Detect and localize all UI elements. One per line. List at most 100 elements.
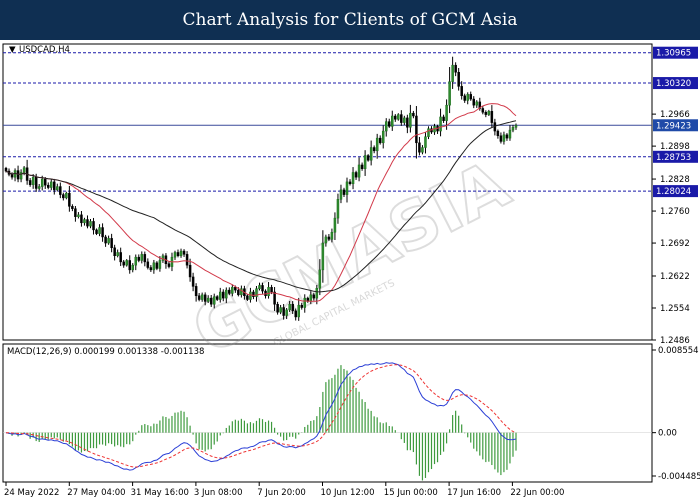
candle — [225, 287, 228, 304]
x-tick-label: 15 Jun 00:00 — [384, 488, 438, 498]
candle-body — [77, 214, 80, 217]
candle — [228, 287, 231, 296]
candle-body — [378, 137, 382, 144]
candle — [421, 145, 424, 155]
candle — [219, 287, 222, 303]
candle-body — [472, 98, 476, 106]
candle — [478, 97, 482, 111]
candle-body — [200, 294, 204, 300]
candle-body — [300, 304, 303, 308]
candle — [152, 259, 156, 274]
candle — [28, 178, 32, 187]
candle-body — [131, 264, 134, 271]
candle-body — [294, 310, 297, 318]
candle-body — [412, 112, 415, 117]
candle — [46, 182, 50, 190]
candle — [487, 109, 491, 116]
candle — [71, 204, 74, 212]
candle — [95, 228, 98, 236]
candle-body — [234, 287, 237, 291]
candle — [273, 287, 276, 311]
level-tag — [653, 46, 698, 59]
candle-body — [372, 147, 376, 152]
candle-body — [194, 286, 198, 297]
candle-body — [270, 287, 273, 293]
candle-body — [125, 260, 128, 266]
price-tick-label: 1.2760 — [660, 207, 690, 217]
level-tag-label: 1.30965 — [656, 49, 691, 59]
candle — [65, 191, 68, 200]
macd-label: MACD(12,26,9) 0.000199 0.001338 -0.00113… — [7, 347, 204, 357]
candle — [445, 99, 448, 130]
candle — [59, 182, 62, 199]
macd-signal-line — [5, 364, 517, 468]
candle-body — [403, 117, 406, 123]
candle-body — [366, 155, 370, 161]
candle — [206, 295, 210, 303]
candle-body — [400, 114, 403, 123]
candle-body — [31, 176, 35, 185]
macd-tick-label: -0.004485 — [658, 472, 700, 482]
candle-body — [40, 178, 44, 187]
candle-body — [309, 294, 313, 302]
candle-body — [128, 260, 131, 271]
candle — [381, 125, 385, 149]
candle — [357, 157, 361, 182]
candle — [101, 223, 104, 242]
x-tick-label: 31 May 16:00 — [131, 488, 189, 498]
candle-body — [391, 115, 394, 127]
candle — [92, 217, 95, 235]
candle-body — [258, 285, 261, 289]
candle-body — [466, 94, 469, 101]
candle — [294, 308, 297, 321]
candle-body — [345, 181, 349, 195]
candle-body — [134, 256, 138, 266]
candle-body — [514, 125, 518, 128]
candle — [62, 192, 65, 201]
candle-body — [86, 219, 89, 227]
candle — [481, 106, 485, 115]
candle-body — [279, 307, 282, 313]
candle-body — [185, 254, 189, 266]
candle — [200, 292, 204, 302]
candle-body — [203, 294, 207, 302]
candle-body — [95, 229, 98, 234]
level-tag — [653, 185, 698, 198]
candle-body — [394, 115, 397, 120]
candle — [391, 110, 394, 131]
candle — [354, 170, 358, 180]
level-tag-label: 1.30320 — [656, 79, 691, 89]
candle-body — [110, 238, 113, 249]
level-tag-label: 1.29423 — [656, 121, 691, 131]
candle-body — [4, 167, 8, 172]
candle — [188, 258, 192, 282]
candle-body — [143, 254, 147, 263]
candle-body — [487, 111, 491, 115]
candle-body — [282, 307, 285, 316]
candle-body — [215, 296, 219, 300]
candle-body — [206, 297, 210, 302]
candle — [366, 154, 370, 162]
candle — [327, 234, 331, 241]
candle-body — [448, 81, 451, 106]
candle — [427, 126, 430, 140]
candle-body — [381, 130, 385, 144]
candle-body — [469, 94, 472, 100]
price-tick-label: 1.2486 — [660, 336, 690, 346]
candle-body — [137, 256, 141, 261]
candle-body — [246, 295, 249, 300]
candle — [424, 132, 427, 154]
price-tick-label: 1.2966 — [660, 110, 690, 120]
candle — [276, 301, 279, 315]
candle-body — [140, 254, 144, 261]
candle — [80, 210, 83, 227]
candle — [89, 218, 92, 229]
candle-body — [406, 117, 409, 128]
candle — [375, 133, 379, 159]
candle-body — [442, 116, 445, 121]
candle-body — [43, 178, 47, 186]
candle — [194, 283, 198, 302]
candle — [107, 235, 110, 245]
candle — [110, 233, 113, 253]
